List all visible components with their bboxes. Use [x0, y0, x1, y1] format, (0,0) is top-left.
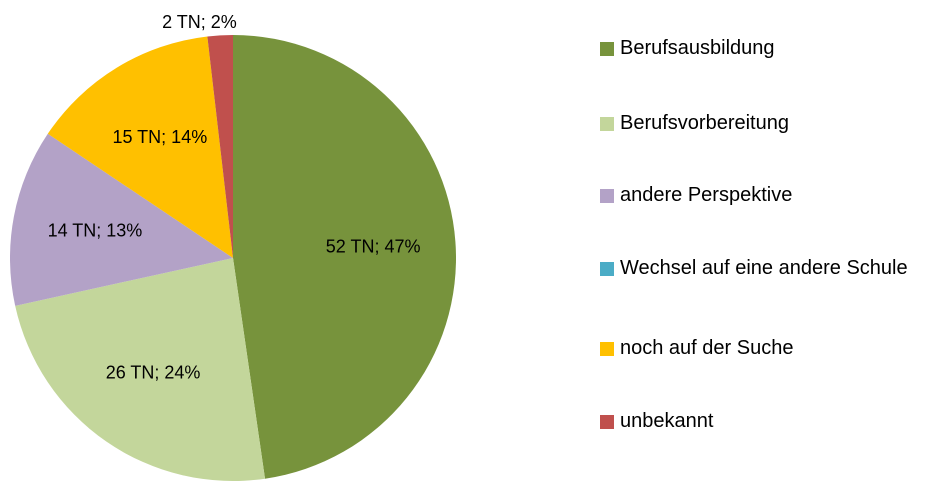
legend-item: noch auf der Suche [600, 336, 935, 361]
legend-item: andere Perspektive [600, 183, 935, 208]
legend-item: unbekannt [600, 409, 935, 434]
legend-label: Berufsausbildung [620, 37, 775, 59]
legend-swatch [600, 415, 614, 429]
legend-swatch [600, 262, 614, 276]
pie-slice [15, 258, 266, 481]
pie-slice [10, 133, 233, 306]
pie-slice [47, 36, 233, 259]
legend-label: Berufsvorbereitung [620, 112, 789, 134]
data-label: 2 TN; 2% [162, 12, 237, 32]
pie-slice [233, 35, 457, 479]
data-label: 15 TN; 14% [112, 127, 207, 147]
legend-item: Wechsel auf eine andere Schule [600, 256, 935, 281]
data-label: 26 TN; 24% [106, 362, 201, 382]
legend-label: unbekannt [620, 410, 714, 432]
legend-swatch [600, 42, 614, 56]
legend-swatch [600, 342, 614, 356]
legend-item: Berufsvorbereitung [600, 111, 935, 136]
legend-label: Wechsel auf eine andere Schule [620, 257, 908, 279]
pie-area: 52 TN; 47% 26 TN; 24% 14 TN; 13% 15 TN; 14%… [10, 12, 457, 481]
data-label: 14 TN; 13% [48, 221, 143, 241]
legend-item: Berufsausbildung [600, 36, 935, 61]
legend-swatch [600, 117, 614, 131]
legend-label: andere Perspektive [620, 184, 793, 206]
legend-label: noch auf der Suche [620, 337, 794, 359]
legend: Berufsausbildung Berufsvorbereitung andere… [600, 0, 935, 481]
legend-swatch [600, 189, 614, 203]
data-label: 52 TN; 47% [326, 237, 421, 257]
pie-slice [207, 35, 233, 258]
